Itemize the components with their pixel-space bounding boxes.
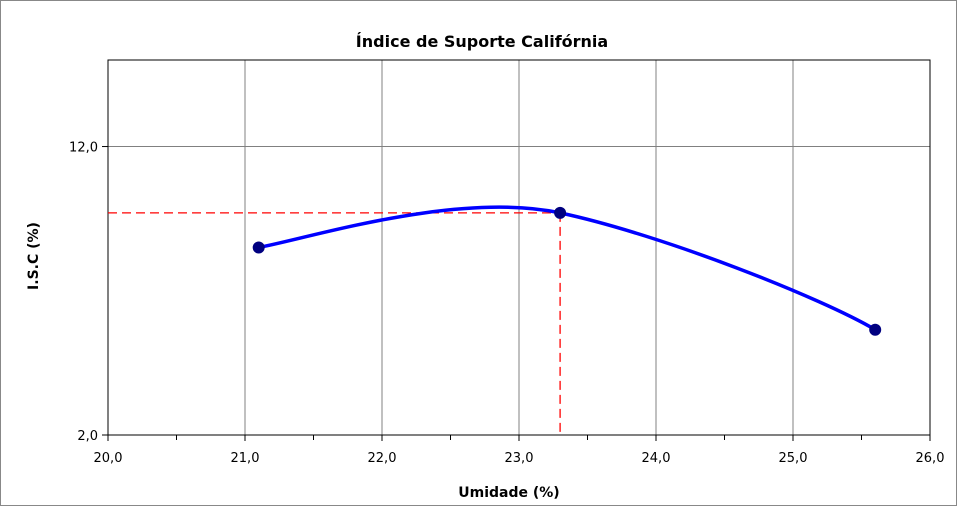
y-tick-label: 2,0 bbox=[77, 429, 98, 444]
x-tick-label: 20,0 bbox=[94, 451, 123, 466]
data-point bbox=[252, 241, 265, 254]
gridlines bbox=[108, 60, 930, 435]
reference-lines bbox=[108, 212, 561, 435]
x-tick-label: 24,0 bbox=[642, 451, 671, 466]
data-point bbox=[869, 323, 882, 336]
data-series bbox=[252, 205, 882, 336]
x-tick-label: 25,0 bbox=[779, 451, 808, 466]
x-tick-label: 26,0 bbox=[916, 451, 945, 466]
axis-ticks: 20,0 21,0 22,0 23,0 24,0 25,0 26,0 2,0 12,0 bbox=[69, 141, 944, 466]
x-tick-label: 23,0 bbox=[505, 451, 534, 466]
y-tick-label: 12,0 bbox=[69, 141, 98, 156]
x-axis-title: Umidade (%) bbox=[458, 485, 559, 501]
y-axis-title: I.S.C (%) bbox=[26, 222, 42, 290]
x-tick-label: 22,0 bbox=[368, 451, 397, 466]
chart-title: Índice de Suporte Califórnia bbox=[356, 32, 608, 51]
data-point bbox=[554, 206, 567, 219]
x-tick-label: 21,0 bbox=[231, 451, 260, 466]
